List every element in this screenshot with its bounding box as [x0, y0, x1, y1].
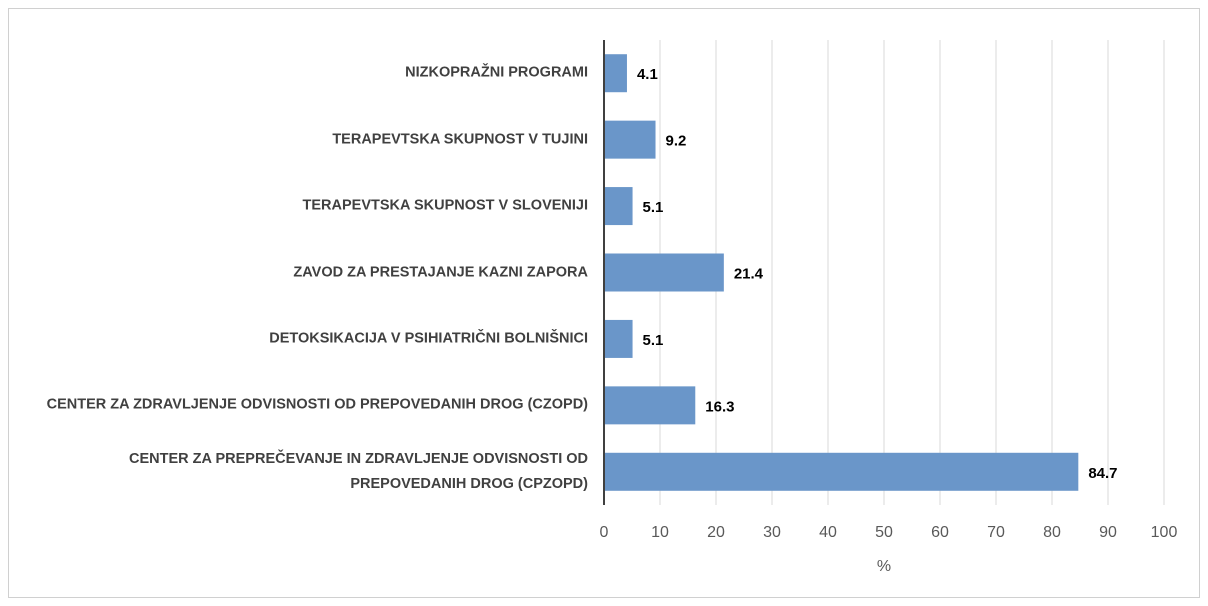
bar	[604, 452, 1079, 491]
bar	[604, 187, 633, 226]
x-tick-label: 60	[931, 524, 949, 541]
data-label: 5.1	[643, 199, 664, 216]
x-tick-label: 70	[987, 524, 1005, 541]
y-tick-label: TERAPEVTSKA SKUPNOST V TUJINI	[332, 131, 588, 148]
data-label: 9.2	[666, 133, 687, 150]
x-tick-label: 100	[1151, 524, 1178, 541]
y-tick-label: CENTER ZA PREPREČEVANJE IN ZDRAVLJENJE O…	[129, 450, 588, 492]
y-tick-label: DETOKSIKACIJA V PSIHIATRIČNI BOLNIŠNICI	[269, 330, 588, 347]
bar	[604, 386, 696, 425]
y-tick-label: TERAPEVTSKA SKUPNOST V SLOVENIJI	[302, 197, 588, 214]
x-tick-label: 90	[1099, 524, 1117, 541]
x-tick-label: 40	[819, 524, 837, 541]
x-tick-label: 10	[651, 524, 669, 541]
data-label: 5.1	[643, 332, 664, 349]
x-tick-label: 0	[600, 524, 609, 541]
y-tick-label: CENTER ZA ZDRAVLJENJE ODVISNOSTI OD PREP…	[46, 396, 588, 413]
x-tick-label: 20	[707, 524, 725, 541]
x-axis-label: %	[877, 558, 891, 575]
bar	[604, 253, 724, 292]
data-label: 16.3	[705, 398, 734, 415]
data-label: 4.1	[637, 66, 658, 83]
bar	[604, 54, 627, 93]
x-tick-label: 50	[875, 524, 893, 541]
y-tick-label: NIZKOPRAŽNI PROGRAMI	[405, 64, 588, 81]
y-tick-label: ZAVOD ZA PRESTAJANJE KAZNI ZAPORA	[293, 264, 588, 280]
x-tick-label: 30	[763, 524, 781, 541]
x-tick-label: 80	[1043, 524, 1061, 541]
data-label: 21.4	[734, 265, 764, 282]
bar	[604, 120, 656, 159]
data-label: 84.7	[1088, 465, 1117, 482]
bar	[604, 319, 633, 358]
